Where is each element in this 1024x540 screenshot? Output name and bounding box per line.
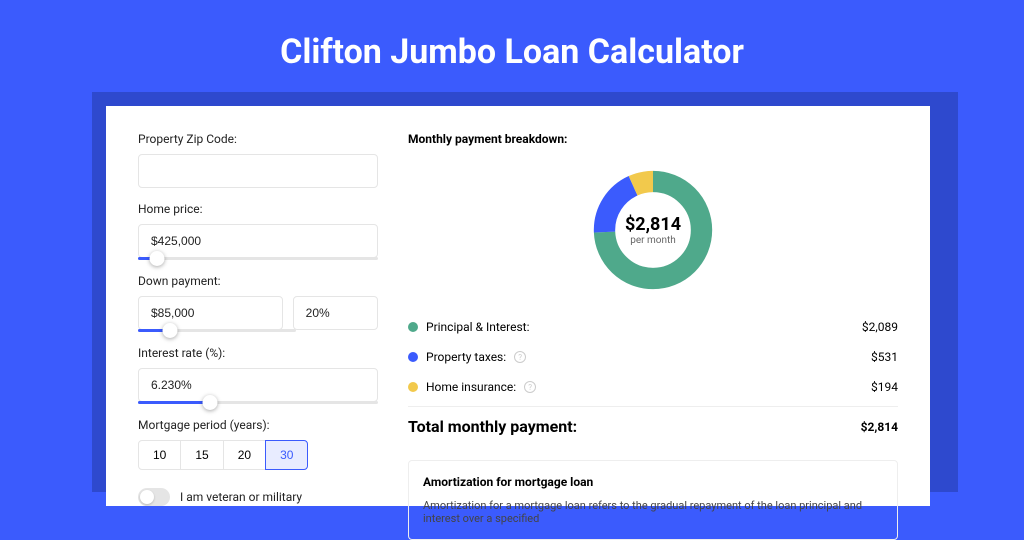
period-btn-30[interactable]: 30 bbox=[265, 440, 308, 470]
row-principal: Principal & Interest: $2,089 bbox=[408, 312, 898, 342]
donut-center: $2,814 per month bbox=[589, 166, 717, 294]
donut-sub: per month bbox=[630, 235, 676, 246]
label-insurance: Home insurance: bbox=[426, 380, 516, 394]
val-total: $2,814 bbox=[861, 420, 898, 434]
home-price-slider[interactable] bbox=[138, 257, 378, 260]
donut-wrap: $2,814 per month bbox=[408, 160, 898, 312]
val-principal: $2,089 bbox=[862, 320, 898, 334]
amortization-box: Amortization for mortgage loan Amortizat… bbox=[408, 460, 898, 540]
calculator-card: Property Zip Code: Home price: Down paym… bbox=[106, 106, 930, 506]
val-insurance: $194 bbox=[871, 380, 898, 394]
row-total: Total monthly payment: $2,814 bbox=[408, 406, 898, 444]
period-btn-10[interactable]: 10 bbox=[138, 440, 181, 470]
label-total: Total monthly payment: bbox=[408, 417, 577, 436]
period-field: Mortgage period (years): 10 15 20 30 bbox=[138, 418, 378, 470]
interest-slider-thumb[interactable] bbox=[203, 395, 218, 410]
interest-label: Interest rate (%): bbox=[138, 346, 378, 360]
interest-slider[interactable] bbox=[138, 401, 378, 404]
home-price-field: Home price: bbox=[138, 202, 378, 260]
form-column: Property Zip Code: Home price: Down paym… bbox=[138, 132, 378, 480]
interest-slider-fill bbox=[138, 401, 210, 404]
period-btn-20[interactable]: 20 bbox=[223, 440, 266, 470]
period-btn-15[interactable]: 15 bbox=[180, 440, 223, 470]
page-title: Clifton Jumbo Loan Calculator bbox=[0, 0, 1024, 92]
zip-field: Property Zip Code: bbox=[138, 132, 378, 188]
veteran-toggle-knob bbox=[140, 490, 154, 504]
down-payment-slider[interactable] bbox=[138, 329, 296, 332]
veteran-label: I am veteran or military bbox=[180, 490, 302, 504]
label-taxes: Property taxes: bbox=[426, 350, 506, 364]
zip-label: Property Zip Code: bbox=[138, 132, 378, 146]
amortization-title: Amortization for mortgage loan bbox=[423, 475, 883, 489]
down-payment-field: Down payment: bbox=[138, 274, 378, 332]
interest-input[interactable] bbox=[138, 368, 378, 402]
donut-chart: $2,814 per month bbox=[589, 166, 717, 294]
row-taxes: Property taxes: ? $531 bbox=[408, 342, 898, 372]
breakdown-title: Monthly payment breakdown: bbox=[408, 132, 898, 146]
home-price-slider-thumb[interactable] bbox=[150, 251, 165, 266]
row-insurance: Home insurance: ? $194 bbox=[408, 372, 898, 402]
home-price-label: Home price: bbox=[138, 202, 378, 216]
down-payment-input[interactable] bbox=[138, 296, 283, 330]
card-shadow: Property Zip Code: Home price: Down paym… bbox=[92, 92, 958, 492]
label-principal: Principal & Interest: bbox=[426, 320, 530, 334]
amortization-text: Amortization for a mortgage loan refers … bbox=[423, 499, 883, 525]
zip-input[interactable] bbox=[138, 154, 378, 188]
period-buttons: 10 15 20 30 bbox=[138, 440, 378, 470]
info-icon[interactable]: ? bbox=[514, 351, 526, 363]
veteran-toggle-row: I am veteran or military bbox=[138, 488, 378, 506]
down-payment-label: Down payment: bbox=[138, 274, 378, 288]
interest-field: Interest rate (%): bbox=[138, 346, 378, 404]
veteran-toggle[interactable] bbox=[138, 488, 170, 506]
donut-amount: $2,814 bbox=[625, 214, 681, 235]
dot-insurance bbox=[408, 382, 418, 392]
period-label: Mortgage period (years): bbox=[138, 418, 378, 432]
val-taxes: $531 bbox=[871, 350, 898, 364]
home-price-input[interactable] bbox=[138, 224, 378, 258]
dot-principal bbox=[408, 322, 418, 332]
dot-taxes bbox=[408, 352, 418, 362]
info-icon[interactable]: ? bbox=[524, 381, 536, 393]
down-payment-pct-input[interactable] bbox=[293, 296, 378, 330]
down-payment-slider-thumb[interactable] bbox=[162, 323, 177, 338]
breakdown-column: Monthly payment breakdown: $2,814 per mo… bbox=[408, 132, 898, 480]
